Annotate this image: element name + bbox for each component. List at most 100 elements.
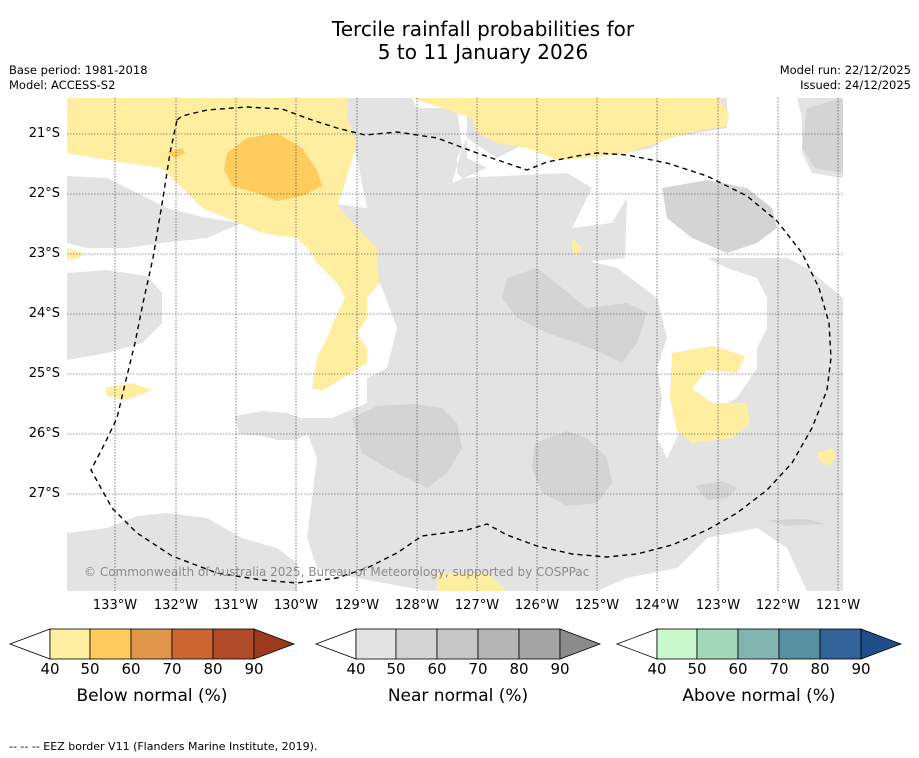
near-region-southwest bbox=[67, 513, 297, 591]
colorbar-below-swatch-70 bbox=[171, 628, 214, 660]
near50-sliver bbox=[767, 519, 827, 526]
colorbar-below-swatch-50 bbox=[89, 628, 132, 660]
colorbar-above-title: Above normal (%) bbox=[682, 686, 836, 706]
colorbar-near-extend-low bbox=[314, 628, 357, 660]
below50-blob bbox=[224, 133, 322, 201]
colorbar-below-tick-80: 80 bbox=[203, 660, 223, 678]
near50-south-blob bbox=[352, 404, 462, 488]
meta-left: Base period: 1981-2018 Model: ACCESS-S2 bbox=[9, 63, 148, 93]
lon-label-129: 129°W bbox=[334, 598, 380, 613]
colorbar-above-extend-high bbox=[860, 628, 903, 660]
colorbar-near-swatch-50 bbox=[395, 628, 438, 660]
colorbar-near-tick-40: 40 bbox=[346, 660, 366, 678]
colorbar-above-tick-70: 70 bbox=[769, 660, 789, 678]
colorbar-below bbox=[8, 628, 296, 660]
near50-east-edge bbox=[802, 98, 843, 173]
colorbar-near bbox=[314, 628, 602, 660]
colorbar-above-tick-60: 60 bbox=[728, 660, 748, 678]
near50-center-blob bbox=[502, 268, 647, 363]
lat-label-25: 25°S bbox=[28, 366, 60, 381]
lat-label-27: 27°S bbox=[28, 486, 60, 501]
colorbar-near-swatch-60 bbox=[436, 628, 479, 660]
lon-label-123: 123°W bbox=[695, 598, 741, 613]
colorbar-near-swatch-70 bbox=[477, 628, 520, 660]
lat-label-24: 24°S bbox=[28, 306, 60, 321]
colorbar-above-tick-40: 40 bbox=[647, 660, 667, 678]
below-west-sliver bbox=[67, 248, 82, 260]
near50-small-east bbox=[695, 481, 737, 500]
lon-label-122: 122°W bbox=[755, 598, 801, 613]
issued-date: Issued: 24/12/2025 bbox=[800, 78, 911, 92]
colorbar-near-swatch-80 bbox=[518, 628, 561, 660]
colorbar-below-tick-40: 40 bbox=[40, 660, 60, 678]
lat-label-26: 26°S bbox=[28, 426, 60, 441]
colorbar-above-tick-90: 90 bbox=[851, 660, 871, 678]
colorbar-below-extend-low bbox=[8, 628, 51, 660]
model-name: Model: ACCESS-S2 bbox=[9, 78, 116, 92]
below-east bbox=[670, 346, 750, 443]
colorbar-above-tick-50: 50 bbox=[687, 660, 707, 678]
colorbar-above-extend-low bbox=[615, 628, 658, 660]
colorbar-above-swatch-80 bbox=[819, 628, 862, 660]
lon-label-127: 127°W bbox=[454, 598, 500, 613]
below-north bbox=[412, 98, 729, 160]
colorbar-above bbox=[615, 628, 903, 660]
near-region-west-band bbox=[67, 176, 242, 248]
colorbar-near-title: Near normal (%) bbox=[387, 686, 529, 706]
below-east-dot bbox=[817, 448, 837, 466]
lon-label-126: 126°W bbox=[514, 598, 560, 613]
map-title-line1: Tercile rainfall probabilities for bbox=[331, 17, 635, 41]
colorbar-below-title: Below normal (%) bbox=[76, 686, 228, 706]
map-title: Tercile rainfall probabilities for 5 to … bbox=[0, 18, 919, 64]
colorbar-above-swatch-70 bbox=[778, 628, 821, 660]
colorbar-near-tick-70: 70 bbox=[468, 660, 488, 678]
colorbar-above-tick-80: 80 bbox=[810, 660, 830, 678]
eez-border bbox=[90, 106, 832, 584]
map-area bbox=[67, 98, 843, 591]
colorbar-above-swatch-50 bbox=[696, 628, 739, 660]
lon-label-124: 124°W bbox=[634, 598, 680, 613]
colorbar-above-swatch-40 bbox=[656, 628, 698, 660]
map-title-line2: 5 to 11 January 2026 bbox=[377, 40, 589, 64]
lon-label-121: 121°W bbox=[815, 598, 861, 613]
meta-right: Model run: 22/12/2025 Issued: 24/12/2025 bbox=[780, 63, 911, 93]
below-southwest-sliver bbox=[105, 383, 152, 400]
lat-label-23: 23°S bbox=[28, 246, 60, 261]
lon-label-133: 133°W bbox=[92, 598, 138, 613]
colorbar-near-tick-60: 60 bbox=[427, 660, 447, 678]
lon-label-128: 128°W bbox=[394, 598, 440, 613]
near-normal-50-regions bbox=[352, 98, 843, 526]
colorbar-below-tick-60: 60 bbox=[121, 660, 141, 678]
colorbar-below-tick-90: 90 bbox=[244, 660, 264, 678]
colorbar-below-tick-70: 70 bbox=[162, 660, 182, 678]
colorbar-below-swatch-60 bbox=[130, 628, 173, 660]
colorbar-near-tick-90: 90 bbox=[550, 660, 570, 678]
gridlines bbox=[67, 98, 843, 591]
colorbar-below-tick-50: 50 bbox=[80, 660, 100, 678]
lon-label-125: 125°W bbox=[574, 598, 620, 613]
copyright-notice: © Commonwealth of Australia 2025, Bureau… bbox=[84, 565, 590, 579]
map-canvas bbox=[67, 98, 843, 591]
lon-label-131: 131°W bbox=[213, 598, 259, 613]
near-region-west bbox=[67, 270, 162, 360]
lon-label-130: 130°W bbox=[273, 598, 319, 613]
below-south-strip bbox=[437, 573, 507, 591]
below-small-center bbox=[572, 238, 582, 258]
near50-east-blob bbox=[662, 180, 777, 253]
colorbar-near-tick-80: 80 bbox=[509, 660, 529, 678]
lon-label-132: 132°W bbox=[153, 598, 199, 613]
lat-label-22: 22°S bbox=[28, 186, 60, 201]
colorbar-below-extend-high bbox=[253, 628, 296, 660]
base-period: Base period: 1981-2018 bbox=[9, 63, 148, 77]
footer-eez-note: -- -- -- EEZ border V11 (Flanders Marine… bbox=[9, 740, 318, 753]
model-run: Model run: 22/12/2025 bbox=[779, 63, 911, 77]
colorbar-below-swatch-80 bbox=[212, 628, 255, 660]
colorbar-near-tick-50: 50 bbox=[386, 660, 406, 678]
colorbar-near-extend-high bbox=[559, 628, 602, 660]
colorbar-above-swatch-60 bbox=[737, 628, 780, 660]
lat-label-21: 21°S bbox=[28, 126, 60, 141]
near50-southeast-blob bbox=[532, 431, 612, 506]
colorbar-below-swatch-40 bbox=[49, 628, 91, 660]
near-region-mid-west bbox=[235, 411, 312, 440]
colorbar-near-swatch-40 bbox=[355, 628, 397, 660]
